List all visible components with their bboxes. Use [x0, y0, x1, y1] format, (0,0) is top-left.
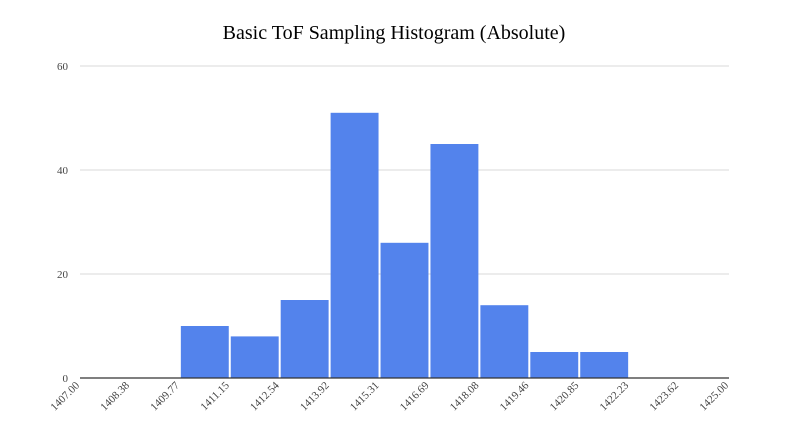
x-tick-label: 1411.15: [198, 379, 232, 413]
histogram-bar: [480, 305, 529, 378]
x-tick-label: 1418.08: [448, 379, 482, 413]
chart-title: Basic ToF Sampling Histogram (Absolute): [222, 22, 566, 44]
y-tick-label: 40: [57, 165, 69, 177]
histogram-bar: [530, 352, 579, 378]
x-tick-label: 1423.62: [647, 380, 681, 414]
x-tick-label: 1409.77: [148, 379, 182, 413]
histogram-bar: [180, 326, 229, 378]
y-tick-label: 0: [63, 373, 69, 385]
x-tick-label: 1420.85: [548, 379, 582, 413]
x-tick-label: 1416.69: [398, 379, 432, 413]
x-tick-label: 1413.92: [298, 380, 332, 414]
x-tick-label: 1415.31: [348, 380, 382, 414]
histogram-bar: [330, 112, 379, 379]
histogram-bar: [280, 300, 329, 378]
histogram-bar: [380, 242, 429, 378]
histogram-bar: [430, 144, 479, 378]
y-tick-label: 60: [57, 61, 69, 73]
histogram-bar: [230, 336, 279, 378]
y-tick-label: 20: [57, 269, 69, 281]
x-tick-label: 1422.23: [598, 379, 632, 413]
x-tick-label: 1412.54: [248, 379, 282, 413]
x-tick-label: 1408.38: [98, 379, 132, 413]
histogram-bar: [580, 352, 629, 378]
x-tick-label: 1425.00: [697, 379, 731, 413]
x-tick-label: 1419.46: [498, 379, 532, 413]
